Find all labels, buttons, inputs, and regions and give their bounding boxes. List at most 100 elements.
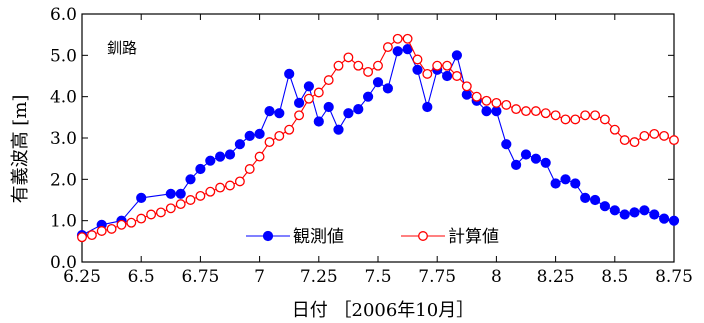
series-2 <box>77 33 679 243</box>
calculated-point <box>234 176 245 187</box>
observed-point <box>274 108 285 119</box>
observed-point <box>205 155 216 166</box>
calculated-point <box>205 186 216 197</box>
x-tick-label: 6.75 <box>181 267 219 287</box>
calculated-point <box>481 95 492 106</box>
calculated-point <box>669 135 679 146</box>
plot-frame <box>81 13 675 263</box>
observed-point <box>590 194 601 206</box>
observed-point <box>619 209 630 220</box>
observed-point <box>185 174 196 185</box>
calculated-point <box>284 124 295 135</box>
calculated-point <box>609 124 620 135</box>
calculated-point <box>530 106 541 117</box>
legend-marker <box>418 231 428 241</box>
calculated-point <box>96 226 107 236</box>
x-tick-label: 8.25 <box>537 267 575 287</box>
plot-border <box>81 13 675 263</box>
calculated-point <box>521 106 531 117</box>
calculated-point <box>432 60 443 71</box>
observed-point <box>649 209 660 220</box>
calculated-point <box>244 164 255 174</box>
calculated-point <box>550 110 561 121</box>
y-tick-label: 5.0 <box>50 46 77 66</box>
observed-point <box>422 101 433 113</box>
calculated-point <box>225 180 235 191</box>
observed-point <box>254 128 265 139</box>
observed-point <box>570 178 581 189</box>
legend-marker <box>262 230 274 242</box>
calculated-point <box>294 110 305 121</box>
calculated-point <box>501 99 512 110</box>
calculated-point <box>264 137 275 148</box>
x-tick-label: 7.75 <box>418 267 456 287</box>
series-layer <box>76 33 680 243</box>
calculated-point <box>461 81 472 92</box>
observed-point <box>136 192 147 203</box>
calculated-point <box>77 232 87 243</box>
observed-point <box>580 192 591 203</box>
calculated-point <box>215 182 226 193</box>
x-tick-label: 8.75 <box>655 267 693 287</box>
observed-point <box>520 149 532 160</box>
observed-point <box>353 104 364 115</box>
observed-point <box>639 205 650 216</box>
x-tick-label: 6.5 <box>128 267 155 287</box>
calculated-point <box>560 114 571 125</box>
calculated-point <box>274 130 285 141</box>
observed-point <box>303 81 314 92</box>
observed-point <box>629 207 640 218</box>
observed-point <box>284 68 295 80</box>
observed-point <box>215 151 226 162</box>
calculated-point <box>254 151 265 162</box>
calculated-point <box>146 209 157 220</box>
x-tick-label: 6.25 <box>63 267 101 287</box>
legend-label: 観測値 <box>293 227 344 247</box>
observed-point <box>599 201 611 212</box>
observed-point <box>560 174 571 185</box>
calculated-point <box>599 114 610 125</box>
observed-point <box>442 70 453 82</box>
calculated-point <box>511 104 522 115</box>
calculated-point <box>491 97 502 108</box>
calculated-point <box>175 199 186 210</box>
observed-point <box>668 215 680 226</box>
calculated-point <box>126 217 137 228</box>
calculated-point <box>165 203 176 214</box>
observed-point <box>392 46 403 57</box>
calculated-point <box>471 91 482 102</box>
calculated-point <box>116 219 127 230</box>
calculated-point <box>629 137 640 148</box>
calculated-point <box>136 213 147 224</box>
observed-point <box>481 106 492 117</box>
calculated-point <box>382 42 393 53</box>
legend-label: 計算値 <box>448 227 499 247</box>
axis-ticks: 6.25 6.5 6.75 7 7.25 7.5 7.75 8 8.25 8.5 8.75 0.0 1.… <box>50 5 693 287</box>
observed-point <box>323 101 334 113</box>
y-tick-label: 6.0 <box>50 5 77 25</box>
observed-point <box>461 89 472 100</box>
y-tick-label: 3.0 <box>50 129 77 149</box>
x-axis-title: 日付 ［2006年10月］ <box>292 300 474 321</box>
calculated-point <box>570 114 581 125</box>
calculated-point <box>442 60 453 71</box>
calculated-point <box>590 110 601 121</box>
x-tick-label: 7.5 <box>364 267 391 287</box>
observed-point <box>609 205 620 216</box>
observed-point <box>540 157 551 168</box>
calculated-point <box>185 195 196 205</box>
observed-point <box>333 124 344 135</box>
y-axis-title: 有義波高 [m] <box>10 95 31 204</box>
observed-point <box>501 139 512 150</box>
observed-point <box>175 188 186 199</box>
calculated-point <box>303 93 314 104</box>
x-tick-label: 7 <box>254 267 265 287</box>
calculated-point <box>402 33 413 44</box>
calculated-point <box>619 135 630 146</box>
calculated-point <box>451 71 462 81</box>
observed-point <box>195 163 206 175</box>
x-tick-label: 7.25 <box>300 267 338 287</box>
observed-point <box>510 159 522 170</box>
observed-point <box>234 139 245 150</box>
